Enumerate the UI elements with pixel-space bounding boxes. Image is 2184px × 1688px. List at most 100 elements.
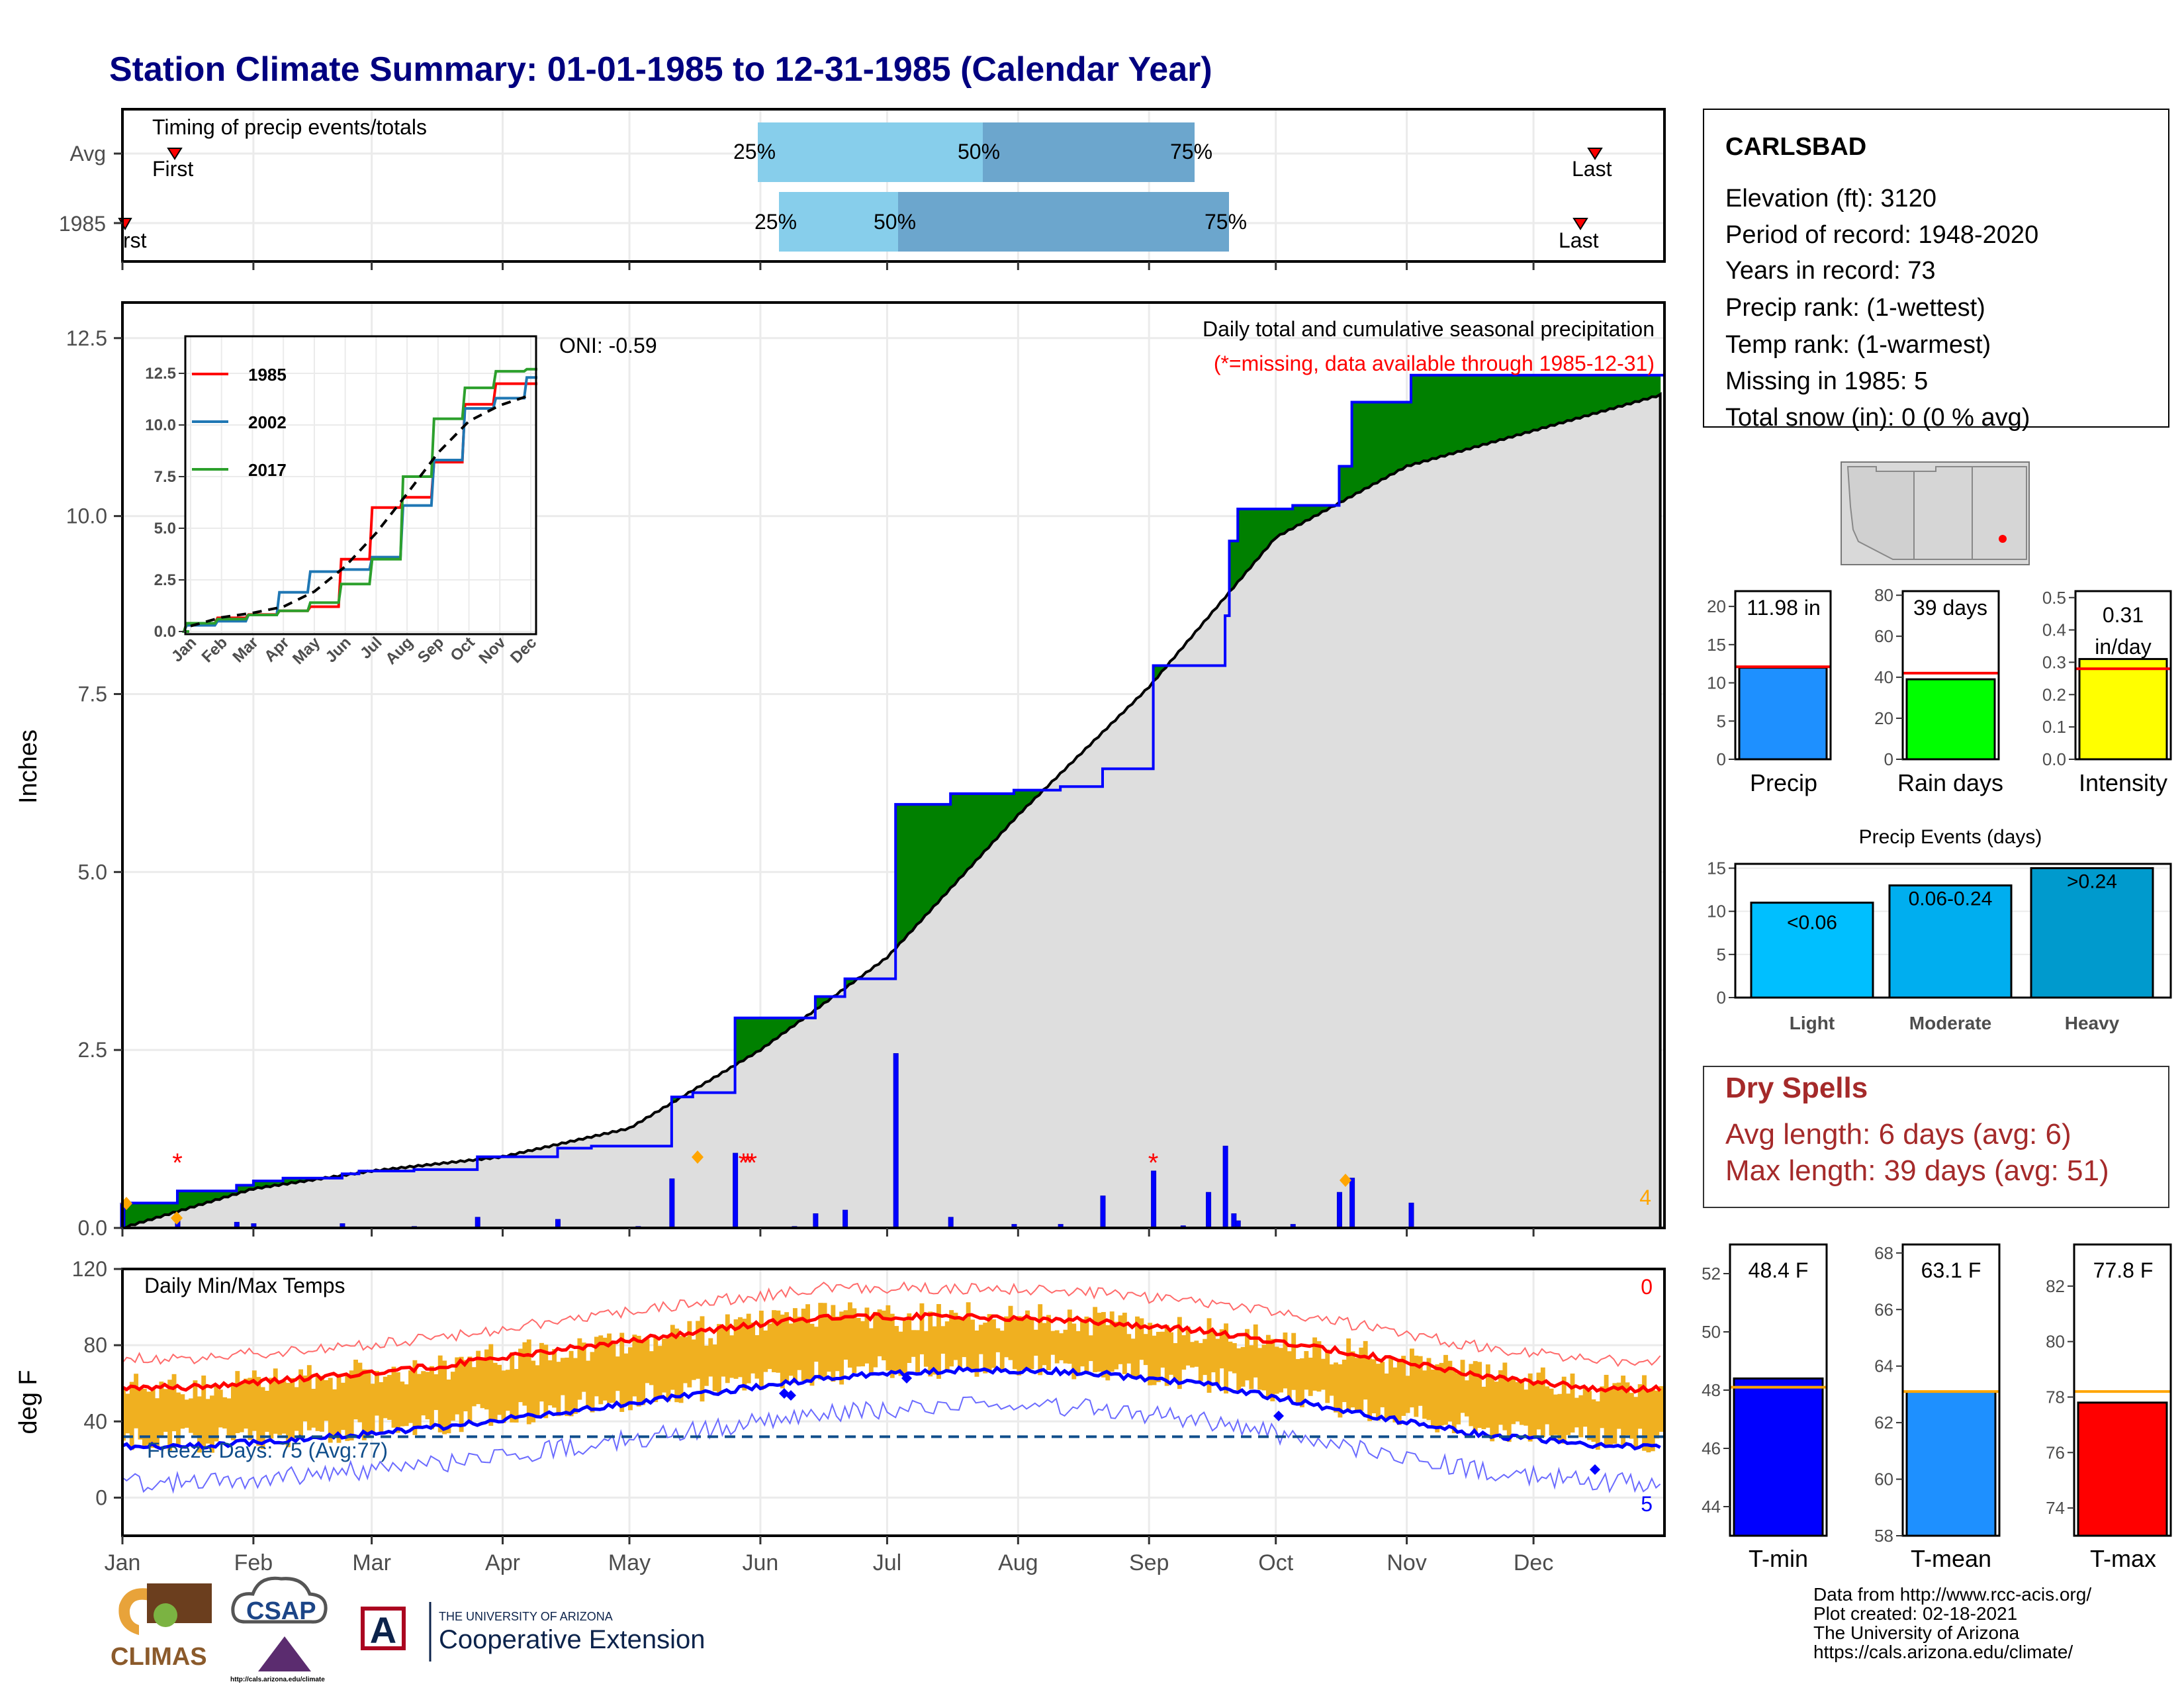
temp-bar-ytick-label: 58 — [1874, 1526, 1893, 1546]
record-max-line — [122, 1281, 1661, 1368]
timing-xticks — [121, 261, 1535, 270]
mini-chart-ytick-label: 10 — [1707, 673, 1726, 693]
temp-daily-bar — [404, 1384, 409, 1427]
temp-daily-bar — [222, 1397, 228, 1429]
precip-anomaly-fill — [1440, 375, 1445, 457]
temp-daily-bar — [1206, 1318, 1212, 1393]
temp-daily-bar — [1380, 1362, 1385, 1407]
temp-daily-bar — [226, 1398, 232, 1436]
precip-anomaly-fill — [938, 804, 943, 903]
temp-daily-bar — [983, 1323, 988, 1374]
temp-daily-bar — [345, 1374, 350, 1441]
temp-bar-ytick-label: 80 — [2046, 1332, 2065, 1352]
precip-anomaly-fill — [143, 1203, 148, 1222]
precip-anomaly-fill — [1559, 375, 1564, 424]
precip-anomaly-fill — [1580, 375, 1585, 418]
temp-daily-bar — [763, 1330, 768, 1372]
temp-daily-bar — [1616, 1382, 1621, 1429]
temp-daily-bar — [201, 1375, 206, 1450]
temp-daily-bar — [1346, 1338, 1351, 1411]
temp-daily-bar — [302, 1375, 308, 1422]
temp-daily-bar — [306, 1365, 312, 1430]
precip-anomaly-fill — [946, 804, 951, 894]
mini-chart-bar — [1738, 667, 1828, 761]
precip-anomaly-fill — [1238, 508, 1243, 583]
precip-yticks: 0.0 2.5 5.0 7.5 10.0 12.5 — [66, 326, 122, 1240]
precip-anomaly-fill — [1571, 375, 1576, 420]
precip-anomaly-fill — [232, 1191, 237, 1196]
precip-anomaly-fill — [972, 794, 977, 866]
temp-daily-bar — [678, 1336, 684, 1403]
event-marker-may — [692, 1150, 704, 1164]
temp-daily-bar — [1021, 1316, 1026, 1370]
temp-daily-bar — [827, 1317, 831, 1372]
timing-1985-25-label: 25% — [754, 210, 797, 234]
temp-daily-bar — [594, 1336, 599, 1397]
temp-daily-bar — [915, 1330, 920, 1375]
temp-daily-bar — [1646, 1390, 1651, 1453]
dry-spells-box: Dry Spells Avg length: 6 days (avg: 6) M… — [1703, 1066, 2169, 1208]
precip-anomaly-fill — [1622, 375, 1627, 406]
precip-anomaly-fill — [1428, 375, 1433, 461]
temp-daily-bar — [873, 1311, 878, 1368]
temp-bar — [1733, 1377, 1824, 1537]
precip-anomaly-fill — [194, 1191, 199, 1207]
temp-daily-bar — [408, 1370, 413, 1423]
precip-anomaly-fill — [236, 1185, 242, 1194]
precip-anomaly-fill — [1259, 508, 1264, 557]
temp-daily-bar — [721, 1327, 726, 1377]
temp-daily-bar — [843, 1310, 848, 1360]
precip-anomaly-fill — [139, 1203, 144, 1223]
temp-daily-bar — [868, 1328, 874, 1376]
precip-anomaly-fill — [1592, 375, 1598, 414]
station-info-border — [1703, 109, 2169, 428]
temp-daily-bar — [991, 1319, 996, 1368]
precip-anomaly-fill — [1301, 505, 1306, 524]
precip-anomaly-fill — [1005, 794, 1011, 829]
temp-daily-bar — [813, 1327, 819, 1362]
intensity-chart: 0.0 0.1 0.2 0.3 0.4 0.5 — [2042, 588, 2172, 769]
temp-daily-bar — [1063, 1329, 1068, 1364]
precip-anomaly-fill — [979, 794, 985, 857]
csap-mountain-icon — [258, 1636, 311, 1671]
temp-daily-bar — [1430, 1369, 1435, 1428]
temp-daily-bar — [569, 1350, 574, 1417]
month-label: Feb — [234, 1550, 273, 1575]
precip-anomaly-fill — [261, 1181, 267, 1188]
temp-daily-bar — [290, 1378, 295, 1440]
temp-daily-bar — [1426, 1358, 1432, 1421]
temp-daily-bar — [412, 1360, 418, 1435]
temp-daily-bar — [184, 1399, 189, 1428]
temp-daily-bar — [442, 1360, 447, 1434]
temp-daily-bar — [353, 1359, 358, 1420]
precip-anomaly-fill — [160, 1203, 165, 1217]
precip-anomaly-fill — [1263, 508, 1268, 553]
temp-daily-bar — [598, 1335, 604, 1405]
temp-daily-bar — [1088, 1335, 1093, 1362]
temp-daily-bar — [1338, 1364, 1343, 1418]
temp-daily-bar — [433, 1374, 439, 1411]
temp-daily-bar — [391, 1366, 396, 1428]
temp-daily-bar — [1633, 1397, 1639, 1449]
temp-daily-bar — [797, 1317, 802, 1370]
precip-anomaly-fill — [958, 794, 964, 880]
temp-daily-bar — [856, 1317, 861, 1367]
temp-daily-bar — [1574, 1397, 1579, 1428]
precip-anomaly-fill — [1242, 508, 1247, 578]
temp-daily-bar — [1181, 1335, 1187, 1370]
temp-corner-top: 0 — [1641, 1275, 1653, 1299]
timing-avg-bar-upper — [983, 122, 1195, 182]
temp-daily-bar — [1401, 1356, 1406, 1416]
temp-daily-bar — [1350, 1351, 1355, 1408]
temp-daily-bar — [531, 1360, 536, 1423]
temp-daily-bar — [1012, 1319, 1017, 1370]
temp-daily-bar — [1451, 1370, 1457, 1434]
freeze-days-label: Freeze Days: 75 (Avg:77) — [147, 1438, 388, 1462]
temp-daily-bar — [1029, 1318, 1034, 1370]
precip-anomaly-fill — [1398, 402, 1403, 471]
temp-daily-bar — [902, 1321, 907, 1376]
mini-chart-ytick-label: 0.4 — [2042, 620, 2066, 640]
events-ytick-label: 10 — [1707, 902, 1726, 921]
precip-anomaly-fill — [1520, 375, 1525, 434]
